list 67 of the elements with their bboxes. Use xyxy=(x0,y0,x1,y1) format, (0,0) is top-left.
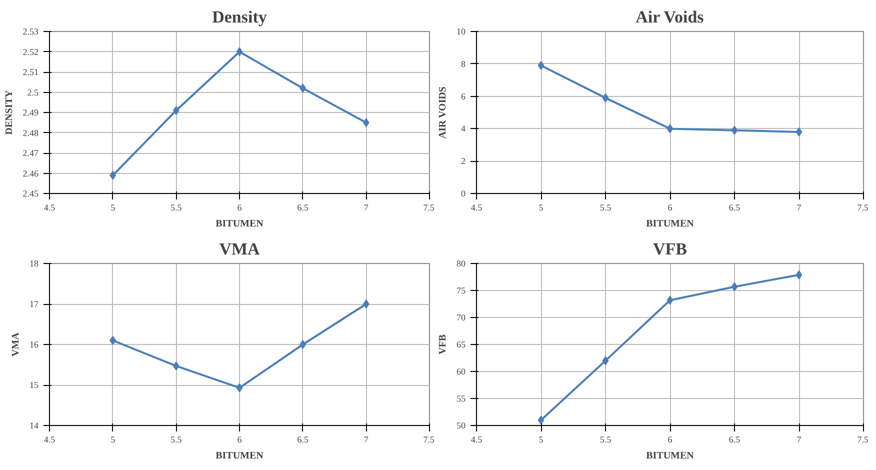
x-tick-label: 7 xyxy=(364,434,369,444)
y-tick-label: 65 xyxy=(456,340,466,350)
x-tick-label: 6.5 xyxy=(297,434,309,444)
x-tick-label: 6 xyxy=(237,202,242,212)
chart-title: VMA xyxy=(219,240,261,258)
y-tick-label: 55 xyxy=(456,394,466,404)
y-tick-label: 15 xyxy=(30,380,39,390)
x-tick-label: 6 xyxy=(668,434,673,444)
y-axis-title: AIR VOIDS xyxy=(438,86,448,139)
x-tick-label: 4.5 xyxy=(44,434,56,444)
x-tick-label: 4.5 xyxy=(44,202,56,212)
y-tick-label: 2.46 xyxy=(22,168,39,178)
y-tick-label: 10 xyxy=(456,26,466,36)
chart-title: Air Voids xyxy=(636,8,704,26)
y-tick-label: 2.5 xyxy=(27,87,39,98)
x-tick-label: 7.5 xyxy=(423,202,435,212)
x-axis-title: BITUMEN xyxy=(216,450,264,462)
x-tick-label: 6 xyxy=(237,434,242,444)
y-tick-label: 16 xyxy=(30,340,39,350)
x-tick-label: 7.5 xyxy=(423,434,435,444)
y-tick-label: 2.45 xyxy=(22,188,39,198)
x-axis-title: BITUMEN xyxy=(646,218,695,230)
y-tick-label: 8 xyxy=(461,58,466,69)
x-tick-label: 6.5 xyxy=(728,434,741,444)
y-tick-label: 2.48 xyxy=(22,128,39,138)
x-tick-label: 5.5 xyxy=(170,434,182,444)
y-tick-label: 2.49 xyxy=(22,108,39,118)
x-tick-label: 7 xyxy=(364,202,369,212)
y-tick-label: 50 xyxy=(456,420,466,430)
y-tick-label: 18 xyxy=(30,258,39,268)
y-tick-label: 2.52 xyxy=(22,46,38,57)
x-tick-label: 4.5 xyxy=(470,434,483,444)
y-tick-label: 2.47 xyxy=(22,148,39,158)
y-tick-label: 70 xyxy=(456,312,466,322)
x-tick-label: 5 xyxy=(110,434,116,444)
x-tick-label: 5.5 xyxy=(600,202,612,212)
x-axis-title: BITUMEN xyxy=(646,450,695,462)
x-tick-label: 7.5 xyxy=(857,434,869,444)
x-tick-label: 5.5 xyxy=(600,434,612,444)
y-tick-label: 80 xyxy=(456,258,466,268)
y-tick-label: 17 xyxy=(30,299,39,309)
x-tick-label: 6 xyxy=(668,202,673,212)
x-tick-label: 5 xyxy=(538,202,544,212)
y-axis-title: VMA xyxy=(10,332,22,356)
x-tick-label: 7.5 xyxy=(857,202,869,212)
y-tick-label: 6 xyxy=(461,91,466,102)
y-tick-label: 0 xyxy=(461,188,466,198)
chart-title: Density xyxy=(212,8,268,26)
y-axis-title: VFB xyxy=(438,334,448,354)
x-tick-label: 6.5 xyxy=(297,202,309,212)
y-axis-title: DENSITY xyxy=(4,89,15,135)
y-tick-label: 4 xyxy=(461,124,466,134)
x-tick-label: 5 xyxy=(110,202,116,212)
y-tick-label: 2 xyxy=(461,156,466,166)
y-tick-label: 75 xyxy=(456,286,466,296)
x-axis-title: BITUMEN xyxy=(216,218,264,230)
y-tick-label: 2.53 xyxy=(22,26,39,36)
x-tick-label: 4.5 xyxy=(470,202,483,212)
chart-title: VFB xyxy=(653,240,687,258)
x-tick-label: 5.5 xyxy=(170,202,182,212)
x-tick-label: 6.5 xyxy=(728,202,741,212)
y-tick-label: 2.51 xyxy=(22,67,38,77)
x-tick-label: 5 xyxy=(538,434,544,444)
x-tick-label: 7 xyxy=(796,434,802,444)
y-tick-label: 60 xyxy=(456,366,466,376)
x-tick-label: 7 xyxy=(796,202,802,212)
y-tick-label: 14 xyxy=(30,420,39,430)
